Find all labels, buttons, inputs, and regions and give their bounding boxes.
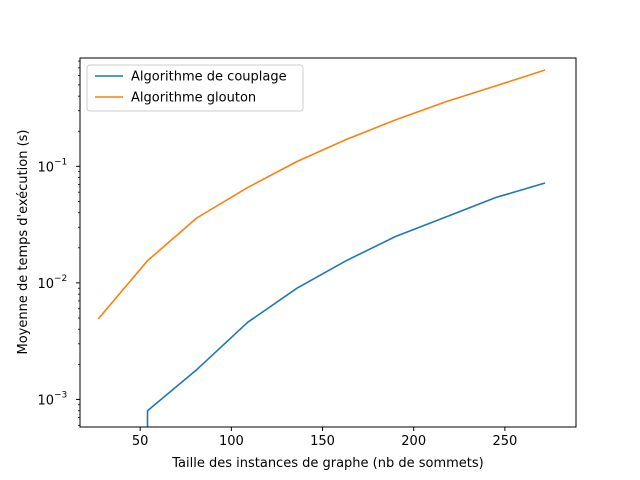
plot-frame (79, 57, 577, 428)
legend-label-glouton: Algorithme glouton (131, 91, 256, 106)
y-tick-label: 10 (37, 160, 54, 175)
x-tick-label: 100 (219, 434, 244, 449)
y-tick-label: 10 (37, 277, 54, 292)
legend-label-couplage: Algorithme de couplage (131, 70, 287, 85)
series-line-2 (97, 69, 546, 320)
x-tick-label: 150 (310, 434, 335, 449)
x-axis: 50 100 150 200 250 (132, 427, 517, 449)
x-tick-label: 250 (492, 434, 517, 449)
y-tick-label: 10 (37, 393, 54, 408)
x-axis-label: Taille des instances de graphe (nb de so… (171, 456, 484, 471)
legend-box (86, 64, 304, 112)
y-tick-exponent: −2 (54, 274, 67, 284)
series-line-1 (146, 182, 546, 427)
y-axis-label: Moyenne de temps d'exécution (s) (16, 130, 31, 355)
x-tick-label: 200 (401, 434, 426, 449)
y-tick-exponent: −3 (54, 390, 67, 400)
y-tick-exponent: −1 (54, 157, 67, 167)
y-axis: 10−310−210−1 (37, 60, 80, 426)
plot-lines (97, 69, 546, 427)
legend: Algorithme de couplage Algorithme glouto… (86, 64, 304, 112)
x-tick-label: 50 (132, 434, 149, 449)
